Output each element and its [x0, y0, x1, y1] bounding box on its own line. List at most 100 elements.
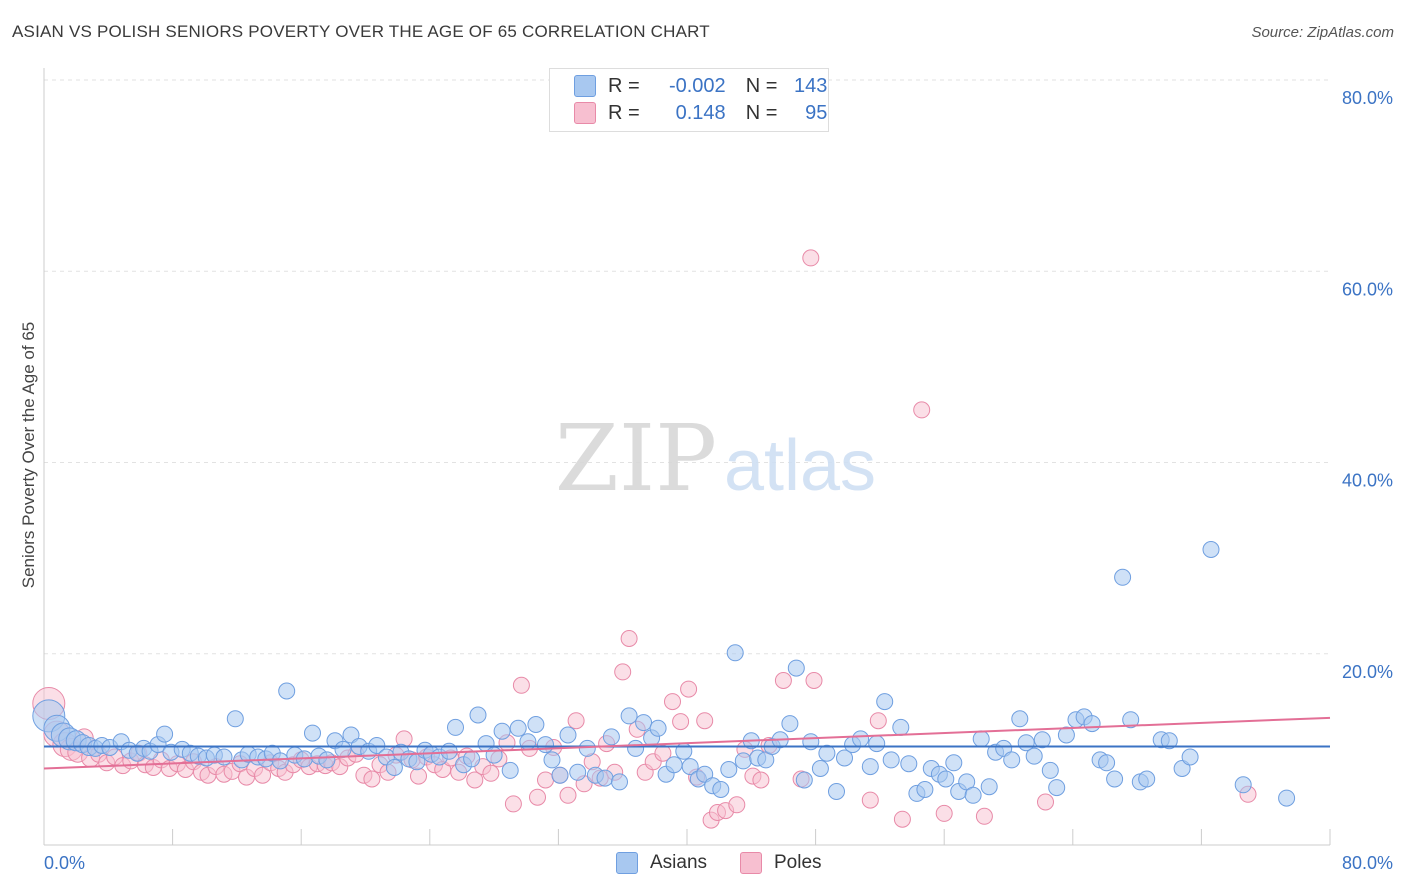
asian-point-96	[795, 771, 813, 789]
bottom-legend-asians[interactable]: Asians	[616, 852, 707, 874]
asian-point-129	[1048, 779, 1066, 797]
pole-point-93	[774, 672, 792, 689]
y-tick-label-1: 40.0%	[1342, 471, 1393, 491]
bottom-legend-poles[interactable]: Poles	[740, 852, 822, 874]
x-tick-label-max: 80.0%	[1342, 853, 1393, 873]
asian-point-31	[278, 682, 296, 700]
legend-n-label: N =	[745, 101, 778, 124]
asian-point-79	[665, 756, 683, 774]
asian-point-133	[1083, 715, 1101, 733]
bottom-legend-label-asians: Asians	[650, 852, 708, 873]
watermark-atlas: atlas	[724, 426, 876, 506]
asian-point-39	[342, 726, 360, 744]
pole-point-101	[935, 804, 953, 822]
legend-n-label: N =	[745, 74, 778, 97]
pole-point-57	[482, 764, 500, 782]
asian-point-146	[1234, 776, 1252, 794]
source-label: Source: ZipAtlas.com	[1251, 24, 1394, 41]
asian-point-44	[385, 759, 403, 776]
asian-point-140	[1138, 770, 1156, 788]
legend-r-value-poles: 0.148	[675, 101, 726, 124]
bottom-legend-swatch-asians	[616, 852, 638, 874]
pole-point-84	[696, 712, 714, 730]
y-axis-label: Seniors Poverty Over the Age of 65	[19, 322, 38, 588]
pole-point-95	[802, 249, 820, 267]
asian-point-119	[972, 730, 990, 748]
pole-point-91	[752, 771, 770, 789]
asian-point-67	[569, 763, 587, 781]
asian-point-101	[836, 749, 853, 767]
asian-point-42	[368, 737, 386, 754]
asian-point-74	[627, 739, 645, 757]
asian-point-65	[551, 766, 569, 784]
asian-point-144	[1181, 748, 1199, 766]
asian-point-114	[937, 770, 955, 788]
asian-point-98	[811, 760, 829, 777]
watermark: ZIP atlas	[555, 405, 876, 512]
pole-point-98	[869, 712, 887, 730]
pole-point-99	[893, 810, 911, 828]
asian-point-86	[720, 761, 738, 778]
asian-point-109	[900, 755, 918, 773]
asian-point-63	[537, 736, 554, 754]
pole-point-96	[805, 672, 823, 689]
bottom-legend-swatch-poles	[740, 852, 762, 874]
pole-point-88	[728, 796, 746, 814]
pole-point-64	[537, 771, 554, 789]
asian-point-99	[818, 744, 836, 762]
y-tick-label-2: 60.0%	[1342, 279, 1393, 299]
asian-point-73	[620, 707, 638, 725]
asian-point-127	[1033, 731, 1051, 749]
trend-lines	[43, 716, 1331, 770]
asian-point-60	[509, 719, 527, 737]
tick-labels: 20.0% 40.0% 60.0% 80.0% 0.0% 80.0%	[44, 88, 1393, 873]
pole-point-28	[254, 766, 272, 784]
asian-point-147	[1278, 789, 1296, 807]
pole-point-60	[504, 795, 522, 813]
asian-point-75	[635, 714, 653, 732]
asian-point-68	[578, 739, 596, 757]
asian-point-66	[559, 726, 577, 744]
y-tick-label-3: 80.0%	[1342, 88, 1393, 108]
grid-lines	[44, 79, 1330, 655]
chart-title: ASIAN VS POLISH SENIORS POVERTY OVER THE…	[12, 22, 710, 41]
legend-r-label: R =	[608, 101, 640, 124]
watermark-zip: ZIP	[555, 405, 717, 512]
asian-point-59	[501, 761, 519, 779]
asian-point-103	[852, 730, 870, 748]
legend-n-value-poles: 95	[805, 101, 828, 124]
asian-point-137	[1114, 568, 1132, 586]
asian-point-30	[271, 752, 289, 770]
asian-point-95	[787, 659, 805, 677]
asian-point-145	[1202, 541, 1220, 558]
trend-line-poles	[43, 716, 1331, 770]
asian-point-71	[602, 728, 620, 746]
pole-point-74	[614, 663, 632, 681]
asian-point-24	[226, 710, 244, 728]
asian-point-77	[649, 719, 667, 737]
legend-r-label: R =	[608, 74, 640, 97]
asian-point-55	[469, 706, 487, 724]
pole-point-79	[654, 744, 672, 762]
pole-point-61	[512, 676, 530, 694]
legend-swatch-asians	[574, 75, 596, 97]
pole-point-82	[680, 680, 698, 698]
pole-point-97	[861, 791, 879, 809]
asian-point-104	[861, 758, 879, 776]
asian-point-85	[712, 781, 730, 798]
pole-point-81	[672, 713, 690, 731]
asian-point-126	[1025, 747, 1043, 765]
asian-point-58	[493, 722, 511, 740]
bottom-legend-label-poles: Poles	[774, 852, 822, 873]
asian-point-128	[1041, 761, 1059, 779]
pole-point-63	[529, 788, 546, 806]
asian-point-81	[681, 758, 699, 776]
asian-point-142	[1160, 732, 1178, 750]
asian-point-100	[828, 783, 845, 800]
asian-point-120	[980, 778, 998, 796]
x-tick-label-min: 0.0%	[44, 853, 85, 873]
asian-point-105	[868, 735, 886, 753]
asian-point-34	[304, 724, 321, 742]
pole-point-42	[363, 770, 381, 788]
